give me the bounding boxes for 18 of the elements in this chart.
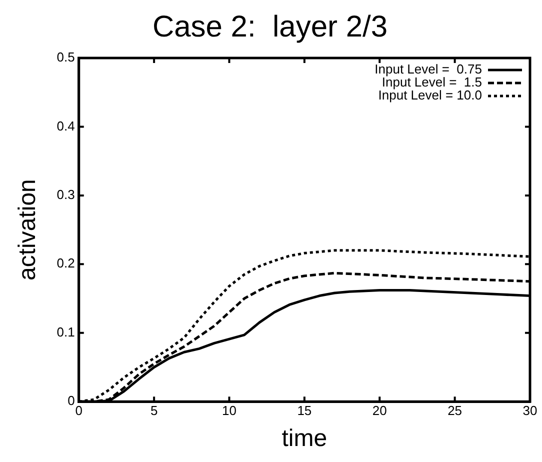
legend-label: Input Level = 1.5: [382, 74, 482, 90]
x-axis-title: time: [282, 425, 328, 452]
x-tick-label: 25: [448, 402, 462, 418]
x-tick-label: 20: [372, 402, 387, 418]
y-tick-label: 0.3: [56, 187, 75, 202]
x-tick-label: 10: [222, 402, 236, 418]
x-tick-label: 30: [522, 402, 538, 418]
y-tick-label: 0.1: [56, 324, 75, 340]
y-tick-label: 0.5: [56, 50, 75, 65]
y-axis-title: activation: [14, 179, 42, 280]
legend-label: Input Level = 0.75: [374, 62, 482, 77]
chart-title: Case 2: layer 2/3: [152, 10, 388, 44]
y-tick-label: 0.4: [56, 118, 75, 134]
x-tick-label: 15: [297, 402, 312, 418]
legend-label: Input Level = 10.0: [378, 88, 482, 103]
y-tick-label: 0: [68, 393, 75, 408]
x-tick-label: 5: [150, 402, 158, 418]
y-tick-label: 0.2: [56, 256, 75, 271]
